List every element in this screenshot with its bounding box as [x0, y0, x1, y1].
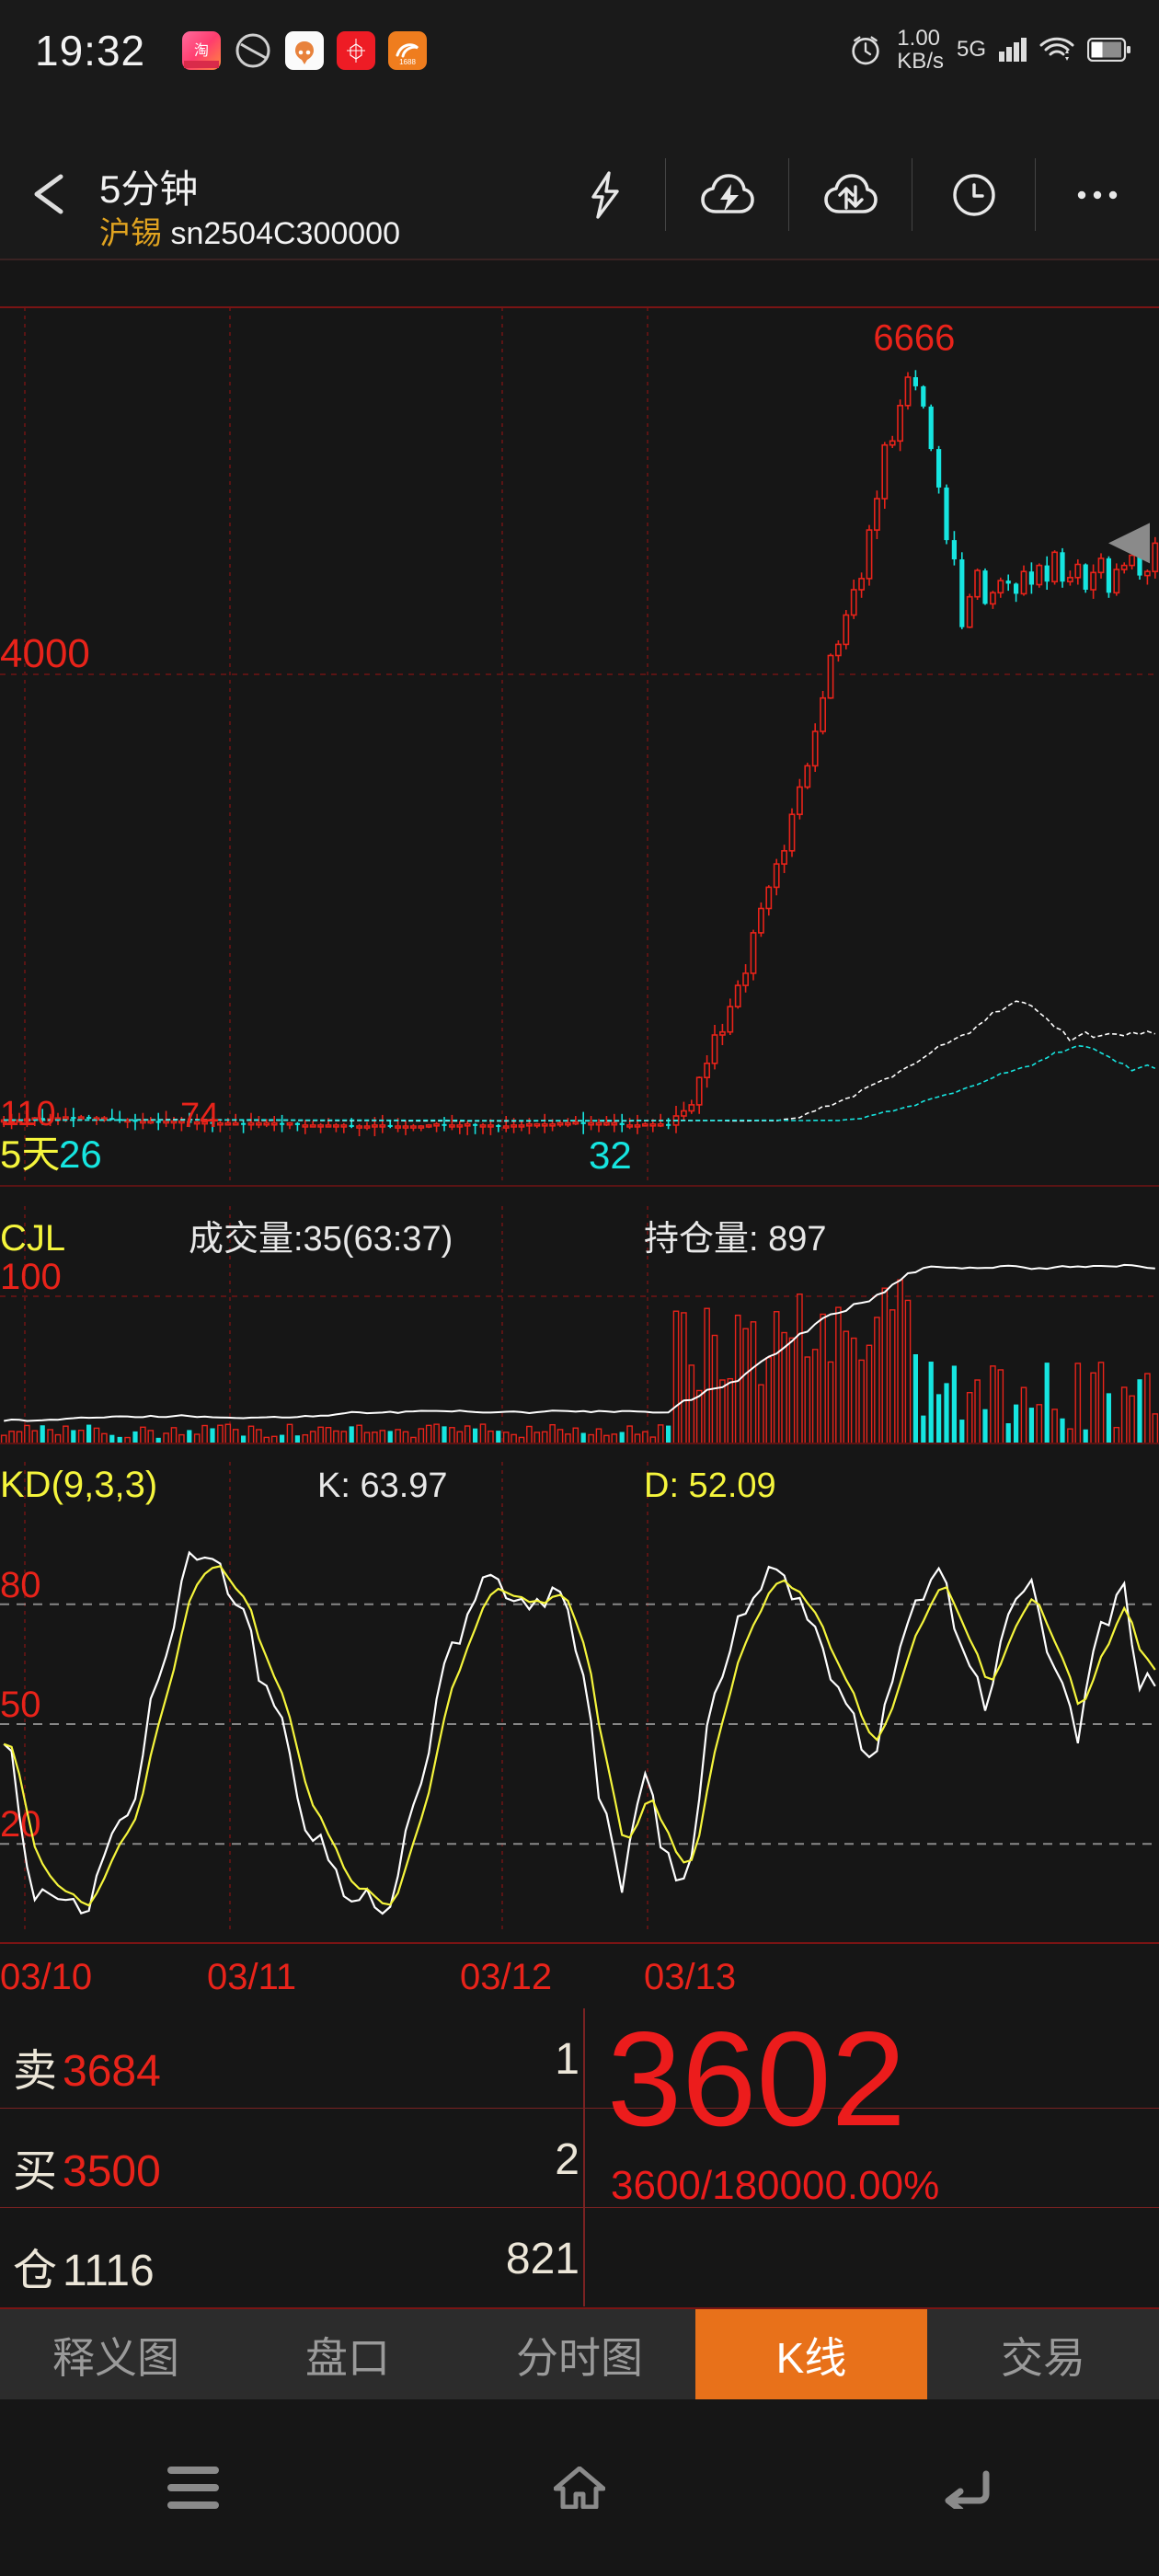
svg-text:淘: 淘	[194, 42, 209, 59]
svg-text:80: 80	[0, 1565, 41, 1605]
svg-text:成交量:35(63:37): 成交量:35(63:37)	[189, 1220, 453, 1259]
svg-text:26: 26	[59, 1133, 102, 1176]
svg-text:4000: 4000	[0, 631, 90, 676]
svg-text:110: 110	[0, 1095, 56, 1133]
svg-text:D: 52.09: D: 52.09	[644, 1466, 776, 1505]
svg-text:1688: 1688	[399, 58, 416, 66]
svg-text:50: 50	[0, 1685, 41, 1725]
svg-text:CJL: CJL	[0, 1218, 65, 1259]
svg-text:KD(9,3,3): KD(9,3,3)	[0, 1465, 157, 1505]
svg-text:74: 74	[180, 1097, 219, 1135]
svg-text:100: 100	[0, 1257, 62, 1297]
svg-text:32: 32	[589, 1133, 632, 1177]
svg-text:持仓量: 897: 持仓量: 897	[644, 1220, 827, 1259]
svg-text:6666: 6666	[873, 317, 955, 358]
svg-text:K: 63.97: K: 63.97	[317, 1466, 448, 1505]
svg-text:5天: 5天	[0, 1133, 60, 1176]
